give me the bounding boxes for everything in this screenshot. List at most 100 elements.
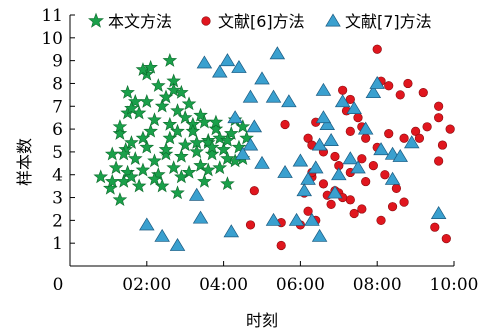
triangle-point	[331, 167, 347, 181]
star-point	[197, 173, 212, 188]
star-point	[124, 100, 139, 115]
circle-point	[441, 234, 451, 244]
series-circle	[245, 44, 455, 251]
star-point	[197, 114, 212, 129]
star-point	[170, 123, 185, 138]
star-point	[162, 116, 178, 131]
triangle-point	[265, 212, 282, 226]
x-tick-label: 10:00	[430, 275, 479, 295]
triangle-point	[392, 148, 408, 162]
star-point	[127, 94, 143, 108]
star-point	[143, 123, 158, 138]
triangle-point	[277, 164, 293, 178]
triangle-point	[304, 212, 320, 226]
star-point	[170, 103, 185, 118]
circle-point	[303, 206, 313, 216]
circle-point	[353, 113, 363, 123]
legend-item: 文献[7]方法	[325, 12, 432, 31]
star-point	[231, 139, 247, 154]
triangle-point	[223, 224, 240, 238]
star-point	[116, 146, 132, 161]
star-point	[170, 185, 185, 200]
triangle-point	[192, 210, 209, 224]
triangle-point	[342, 151, 359, 165]
triangle-point	[288, 212, 305, 226]
circle-point	[422, 122, 432, 132]
star-point	[181, 96, 197, 111]
series-star	[93, 52, 254, 207]
triangle-point	[327, 185, 343, 199]
circle-point	[414, 133, 425, 143]
star-point	[124, 169, 139, 184]
legend: 本文方法 文献[6]方法 文献[7]方法	[88, 12, 432, 31]
triangle-point	[254, 71, 270, 85]
legend-label: 本文方法	[108, 12, 172, 31]
star-point	[174, 148, 189, 163]
star-point	[139, 94, 155, 108]
star-point	[193, 157, 208, 172]
star-point	[154, 98, 170, 113]
triangle-point	[212, 64, 228, 78]
circle-point	[384, 81, 394, 91]
star-point	[127, 151, 143, 165]
triangle-point	[169, 237, 186, 251]
circle-point	[303, 133, 313, 143]
star-point	[135, 162, 151, 177]
legend-label: 文献[6]方法	[218, 12, 305, 31]
triangle-point	[254, 155, 270, 169]
triangle-point	[188, 187, 205, 201]
triangle-point	[384, 171, 401, 185]
y-tick-label: 4	[52, 166, 63, 186]
triangle-point	[231, 59, 247, 73]
triangle-point	[357, 121, 374, 135]
star-point	[135, 130, 151, 145]
circle-point	[380, 170, 390, 180]
triangle-point	[315, 110, 332, 124]
circle-point	[338, 85, 348, 95]
y-tick-label: 9	[52, 52, 63, 72]
triangle-point	[311, 137, 328, 151]
star-point	[147, 171, 162, 186]
star-point	[216, 141, 231, 156]
plot-frame	[69, 15, 454, 267]
y-tick-label: 8	[52, 74, 63, 94]
star-point	[162, 52, 178, 67]
circle-point	[395, 90, 405, 100]
star-point	[158, 146, 174, 161]
legend-marker-triangle	[325, 13, 341, 27]
star-point	[223, 125, 239, 140]
y-axis-title: 样本数	[15, 138, 34, 186]
circle-point	[249, 186, 259, 196]
triangle-point	[430, 206, 447, 219]
x-axis-title: 时刻	[246, 311, 278, 330]
legend-marker-circle	[201, 16, 211, 26]
triangle-point	[365, 85, 382, 99]
circle-point	[403, 78, 413, 89]
star-point	[112, 125, 128, 140]
star-point	[104, 173, 120, 188]
circle-point	[361, 133, 371, 143]
star-point	[189, 135, 205, 149]
triangle-point	[242, 89, 259, 103]
star-point	[104, 146, 120, 161]
origin-label: 0	[53, 275, 64, 295]
triangle-point	[235, 146, 251, 160]
y-tick-label: 3	[52, 189, 63, 209]
y-tick-label: 6	[52, 120, 63, 140]
star-point	[143, 59, 158, 74]
circle-point	[372, 44, 382, 54]
circle-point	[434, 156, 444, 166]
star-point	[239, 130, 254, 145]
circle-point	[357, 204, 367, 214]
triangle-point	[373, 142, 389, 156]
star-point	[93, 169, 109, 184]
circle-point	[326, 199, 336, 209]
triangle-point	[246, 119, 263, 133]
triangle-point	[219, 53, 236, 67]
triangle-point	[308, 160, 324, 174]
star-point	[166, 160, 181, 175]
y-tick-label: 2	[52, 211, 63, 231]
circle-point	[245, 220, 256, 230]
